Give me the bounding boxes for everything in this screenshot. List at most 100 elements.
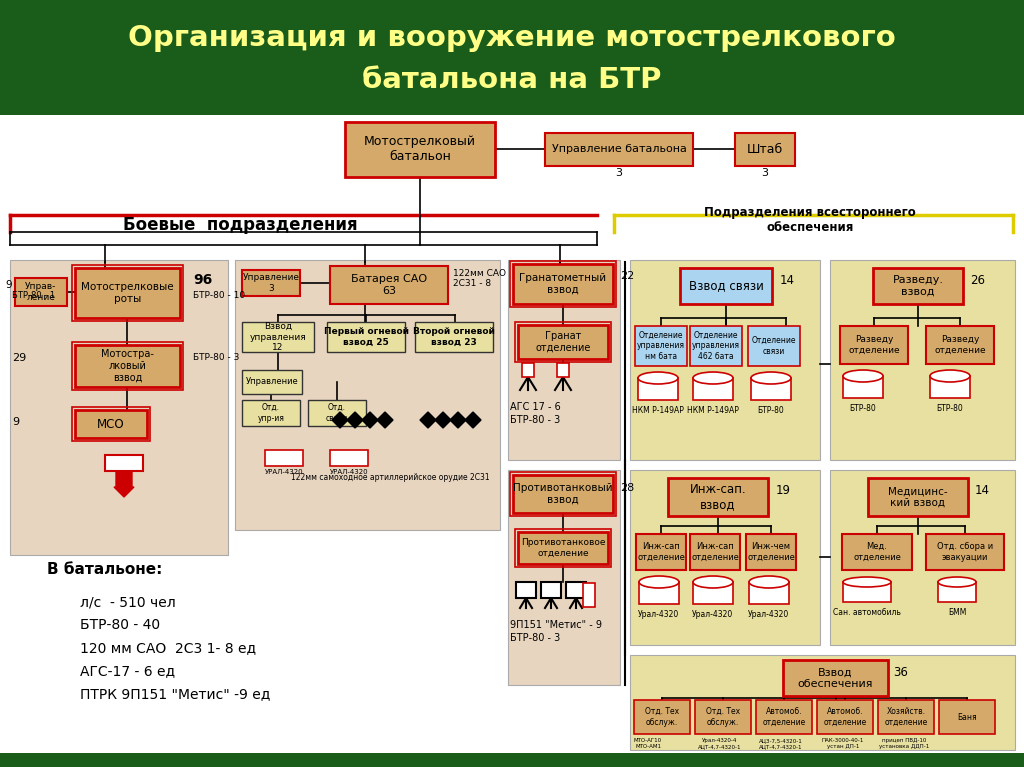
Text: Отд. Тех
обслуж.: Отд. Тех обслуж. xyxy=(645,707,679,726)
Text: АГС 17 - 6: АГС 17 - 6 xyxy=(510,402,561,412)
Text: БТР-80 - 3: БТР-80 - 3 xyxy=(510,633,560,643)
FancyBboxPatch shape xyxy=(843,376,883,398)
Text: 14: 14 xyxy=(780,274,795,287)
Text: 9: 9 xyxy=(5,280,12,290)
FancyBboxPatch shape xyxy=(635,326,687,366)
Text: Батарея САО
63: Батарея САО 63 xyxy=(351,274,427,296)
FancyBboxPatch shape xyxy=(830,260,1015,460)
Text: АЦЗ-7,5-4320-1
АЦТ-4,7-4320-1: АЦЗ-7,5-4320-1 АЦТ-4,7-4320-1 xyxy=(759,738,803,749)
Polygon shape xyxy=(362,412,378,428)
Text: л/с  - 510 чел: л/с - 510 чел xyxy=(80,595,176,609)
Text: Управ-
ление: Управ- ление xyxy=(26,282,56,301)
Text: Мед.
отделение: Мед. отделение xyxy=(853,542,901,561)
Ellipse shape xyxy=(843,577,891,587)
FancyBboxPatch shape xyxy=(75,345,180,387)
Polygon shape xyxy=(450,412,466,428)
FancyBboxPatch shape xyxy=(10,260,228,555)
Polygon shape xyxy=(435,412,451,428)
Text: 22: 22 xyxy=(620,271,634,281)
FancyBboxPatch shape xyxy=(513,475,613,513)
FancyBboxPatch shape xyxy=(630,260,820,460)
Text: Управление батальона: Управление батальона xyxy=(552,144,686,154)
Text: УРАЛ-4320: УРАЛ-4320 xyxy=(330,469,369,475)
FancyBboxPatch shape xyxy=(516,582,536,598)
FancyBboxPatch shape xyxy=(234,260,500,530)
Text: НКМ Р-149АР: НКМ Р-149АР xyxy=(632,406,684,415)
FancyBboxPatch shape xyxy=(638,378,678,400)
Text: БТР-80 - 3: БТР-80 - 3 xyxy=(510,415,560,425)
FancyBboxPatch shape xyxy=(873,268,963,304)
FancyBboxPatch shape xyxy=(693,582,733,604)
Text: Отделение
связи: Отделение связи xyxy=(752,336,797,356)
FancyBboxPatch shape xyxy=(242,270,300,296)
Text: Организация и вооружение мотострелкового: Организация и вооружение мотострелкового xyxy=(128,24,896,52)
Text: Взвод связи: Взвод связи xyxy=(688,279,764,292)
FancyBboxPatch shape xyxy=(749,582,790,604)
Text: 19: 19 xyxy=(776,483,791,496)
FancyArrow shape xyxy=(114,471,134,497)
Text: Разведу
отделение: Разведу отделение xyxy=(848,335,900,354)
FancyBboxPatch shape xyxy=(545,133,693,166)
Text: 29: 29 xyxy=(12,353,27,363)
FancyBboxPatch shape xyxy=(830,470,1015,645)
Text: 9П151 "Метис" - 9: 9П151 "Метис" - 9 xyxy=(510,620,602,630)
Text: Отд. Тех
обслуж.: Отд. Тех обслуж. xyxy=(706,707,740,726)
Text: Второй огневой
взвод 23: Второй огневой взвод 23 xyxy=(413,328,495,347)
Text: 120 мм САО  2С3 1- 8 ед: 120 мм САО 2С3 1- 8 ед xyxy=(80,641,256,655)
FancyBboxPatch shape xyxy=(242,400,300,426)
Ellipse shape xyxy=(843,370,883,382)
Text: батальона на БТР: батальона на БТР xyxy=(362,66,662,94)
FancyBboxPatch shape xyxy=(840,326,908,364)
FancyBboxPatch shape xyxy=(783,660,888,696)
Text: УРАЛ-4320: УРАЛ-4320 xyxy=(264,469,303,475)
Ellipse shape xyxy=(693,576,733,588)
Ellipse shape xyxy=(639,576,679,588)
Text: 14: 14 xyxy=(975,483,990,496)
FancyBboxPatch shape xyxy=(868,478,968,516)
Text: Взвод
обеспечения: Взвод обеспечения xyxy=(798,667,873,689)
Text: БТР-80: БТР-80 xyxy=(758,406,784,415)
Text: Автомоб.
отделение: Автомоб. отделение xyxy=(763,707,806,726)
Text: Хозяйств.
отделение: Хозяйств. отделение xyxy=(885,707,928,726)
Text: БТР-80 - 3: БТР-80 - 3 xyxy=(193,354,240,363)
FancyBboxPatch shape xyxy=(748,326,800,366)
FancyBboxPatch shape xyxy=(0,753,1024,767)
FancyBboxPatch shape xyxy=(842,534,912,570)
Text: Урал-4320: Урал-4320 xyxy=(638,610,680,619)
FancyBboxPatch shape xyxy=(735,133,795,166)
Text: прицеп ПВД-10
установка ДДП-1: прицеп ПВД-10 установка ДДП-1 xyxy=(879,738,929,749)
FancyBboxPatch shape xyxy=(242,370,302,394)
Text: Отд.
упр-ия: Отд. упр-ия xyxy=(258,403,285,423)
FancyBboxPatch shape xyxy=(938,582,976,602)
FancyBboxPatch shape xyxy=(817,700,873,734)
Text: Инж-чем
отделение: Инж-чем отделение xyxy=(748,542,795,561)
Text: Боевые  подразделения: Боевые подразделения xyxy=(123,216,357,234)
Text: Гранатометный
взвод: Гранатометный взвод xyxy=(519,273,606,295)
Text: Мотострелковые
роты: Мотострелковые роты xyxy=(81,282,174,304)
FancyBboxPatch shape xyxy=(242,322,314,352)
FancyBboxPatch shape xyxy=(518,325,608,359)
Text: БММ: БММ xyxy=(948,608,967,617)
Text: БТР-80: БТР-80 xyxy=(850,404,877,413)
Text: Разведу.
взвод: Разведу. взвод xyxy=(893,275,943,297)
Text: Инж-сап.
взвод: Инж-сап. взвод xyxy=(690,483,746,511)
Polygon shape xyxy=(377,412,393,428)
FancyBboxPatch shape xyxy=(583,583,595,607)
Text: Противотанковое
отделение: Противотанковое отделение xyxy=(521,538,605,558)
Text: 2С31 - 8: 2С31 - 8 xyxy=(453,279,492,288)
FancyBboxPatch shape xyxy=(508,470,620,685)
FancyBboxPatch shape xyxy=(843,582,891,602)
Text: Гранат
отделение: Гранат отделение xyxy=(536,331,591,353)
FancyBboxPatch shape xyxy=(415,322,493,352)
Ellipse shape xyxy=(938,577,976,587)
Text: Автомоб.
отделение: Автомоб. отделение xyxy=(823,707,866,726)
Ellipse shape xyxy=(930,370,970,382)
Text: 122мм САО: 122мм САО xyxy=(453,268,506,278)
Text: НКМ Р-149АР: НКМ Р-149АР xyxy=(687,406,739,415)
FancyBboxPatch shape xyxy=(680,268,772,304)
FancyBboxPatch shape xyxy=(878,700,934,734)
FancyBboxPatch shape xyxy=(639,582,679,604)
Text: БТР-80 - 1: БТР-80 - 1 xyxy=(12,291,55,299)
Text: Урал-4320-4
АЦТ-4,7-4320-1: Урал-4320-4 АЦТ-4,7-4320-1 xyxy=(698,738,741,749)
FancyBboxPatch shape xyxy=(690,534,740,570)
